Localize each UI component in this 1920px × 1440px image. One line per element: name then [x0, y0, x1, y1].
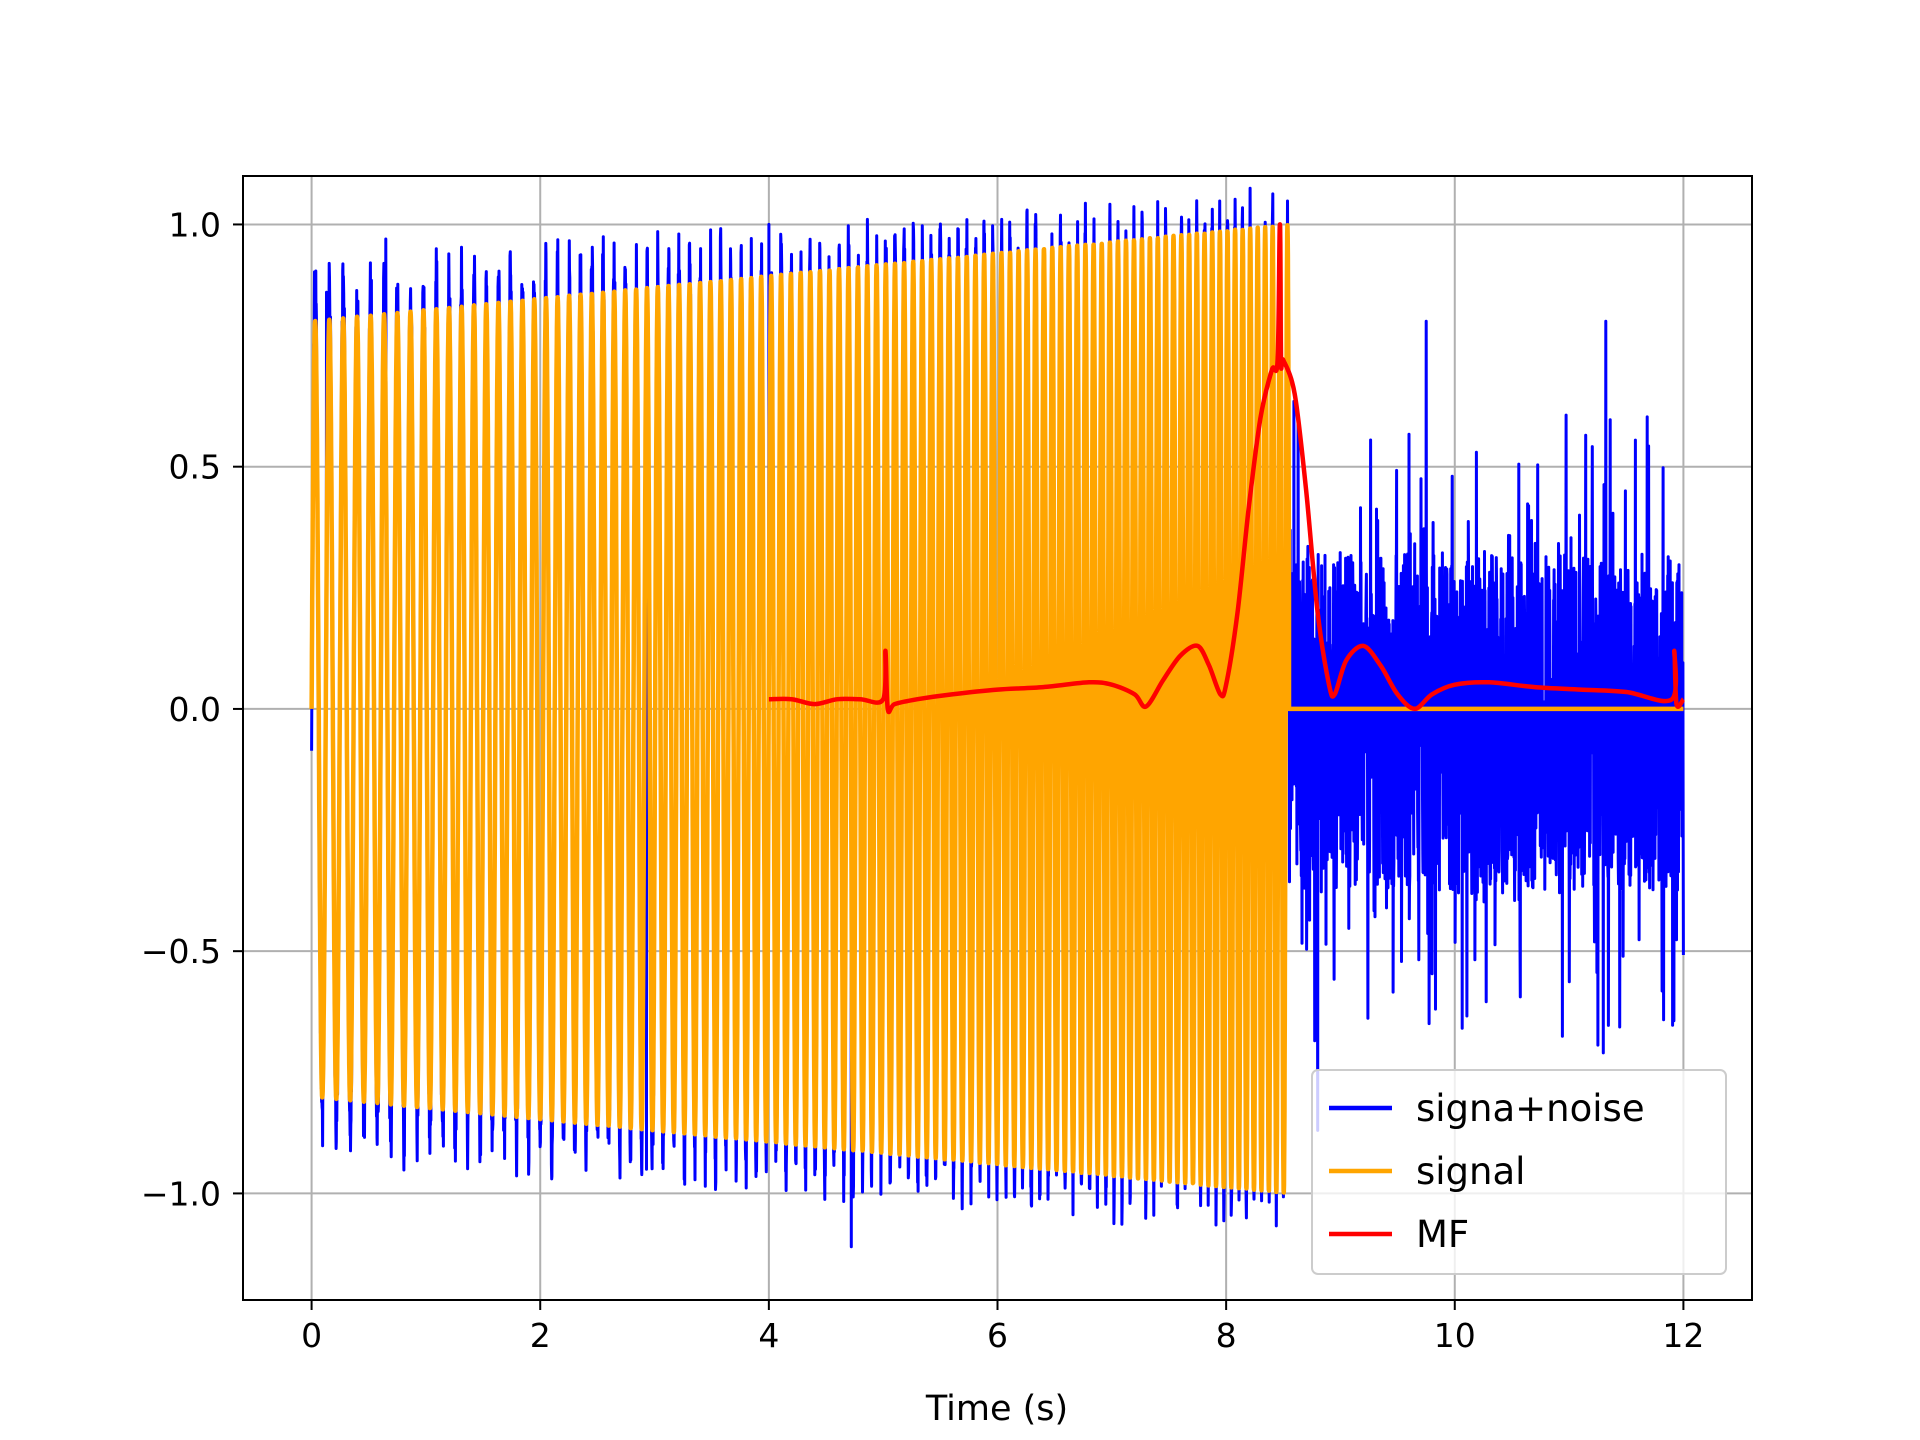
y-tick-label: 0.0 — [169, 690, 221, 729]
x-tick-label: 10 — [1434, 1316, 1476, 1355]
x-axis-label: Time (s) — [925, 1389, 1068, 1429]
legend-label: MF — [1416, 1213, 1469, 1256]
series-layer — [309, 186, 1686, 1249]
series-line-signal — [309, 223, 1684, 1195]
axis-ticks: 0 2 4 6 8 10 12 1.0 0.5 0.0 −0.5 −1.0 — [141, 205, 1705, 1355]
x-tick-label: 2 — [530, 1316, 551, 1355]
legend-box — [1311, 1069, 1727, 1275]
x-tick-label: 0 — [301, 1316, 322, 1355]
y-tick-label: −1.0 — [141, 1174, 221, 1213]
series-line-mf — [768, 222, 1686, 715]
x-tick-label: 8 — [1216, 1316, 1237, 1355]
legend-label: signa+noise — [1416, 1087, 1645, 1130]
y-tick-label: 0.5 — [169, 448, 221, 487]
y-tick-label: −0.5 — [141, 932, 221, 971]
legend-label: signal — [1416, 1150, 1525, 1193]
x-tick-label: 4 — [758, 1316, 779, 1355]
legend: signa+noise signal MF — [1311, 1069, 1727, 1275]
x-tick-label: 6 — [987, 1316, 1008, 1355]
y-tick-label: 1.0 — [169, 205, 221, 244]
x-tick-label: 12 — [1662, 1316, 1704, 1355]
